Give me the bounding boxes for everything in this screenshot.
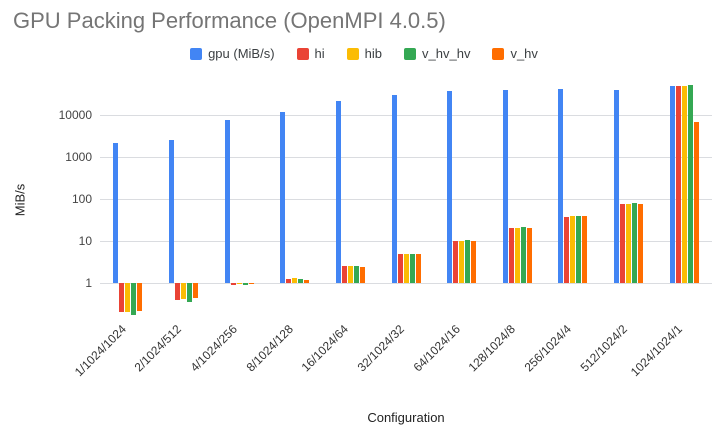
bar-hi-64/1024/16 — [453, 241, 459, 283]
bar-gpu (MiB/s)-8/1024/128 — [280, 111, 286, 283]
bar-gpu (MiB/s)-1/1024/1024 — [113, 143, 119, 283]
gridline — [100, 199, 712, 200]
plot-area — [100, 85, 712, 317]
legend-swatch-icon — [492, 47, 505, 60]
bar-gpu (MiB/s)-256/1024/4 — [558, 88, 564, 283]
gridline — [100, 115, 712, 116]
bar-hib-256/1024/4 — [570, 215, 576, 283]
legend-label: gpu (MiB/s) — [208, 46, 275, 61]
bar-hi-1/1024/1024 — [119, 283, 125, 313]
bar-gpu (MiB/s)-512/1024/2 — [614, 89, 620, 283]
bar-hib-2/1024/512 — [180, 283, 186, 299]
y-tick-label: 10000 — [58, 108, 92, 122]
bar-v_hv-1024/1024/1 — [693, 121, 699, 283]
legend-item-hi: hi — [296, 46, 325, 61]
bar-hib-4/1024/256 — [236, 283, 242, 284]
y-axis-title: MiB/s — [12, 183, 28, 217]
x-tick-label: 512/1024/2 — [577, 322, 630, 375]
bar-v_hv_hv-1/1024/1024 — [131, 283, 137, 316]
bar-gpu (MiB/s)-4/1024/256 — [224, 120, 230, 283]
bar-gpu (MiB/s)-64/1024/16 — [447, 90, 453, 283]
bar-gpu (MiB/s)-128/1024/8 — [502, 89, 508, 283]
bar-v_hv-16/1024/64 — [359, 267, 365, 283]
legend: gpu (MiB/s) hi hib v_hv_hv v_hv — [0, 46, 728, 61]
gridline — [100, 157, 712, 158]
legend-label: v_hv — [510, 46, 538, 61]
gridline — [100, 283, 712, 284]
bar-v_hv-512/1024/2 — [638, 203, 644, 283]
bar-hib-32/1024/32 — [403, 253, 409, 283]
x-tick-label: 2/1024/512 — [132, 322, 185, 375]
bar-v_hv_hv-8/1024/128 — [298, 278, 304, 283]
bar-v_hv-128/1024/8 — [526, 228, 532, 283]
bar-hi-1024/1024/1 — [675, 86, 681, 283]
x-tick-label: 16/1024/64 — [298, 322, 352, 375]
legend-swatch-icon — [190, 47, 203, 60]
gridline — [100, 241, 712, 242]
bar-v_hv-32/1024/32 — [415, 254, 421, 283]
x-tick-label: 64/1024/16 — [410, 322, 463, 375]
bar-hib-8/1024/128 — [292, 278, 298, 283]
bar-hib-16/1024/64 — [347, 265, 353, 283]
legend-label: v_hv_hv — [422, 46, 471, 61]
bar-hi-2/1024/512 — [174, 283, 180, 300]
y-tick-label: 1000 — [65, 150, 92, 164]
bar-gpu (MiB/s)-2/1024/512 — [168, 140, 174, 283]
bar-gpu (MiB/s)-16/1024/64 — [335, 101, 341, 283]
legend-item-gpu (MiB/s): gpu (MiB/s) — [190, 46, 275, 61]
bar-v_hv_hv-512/1024/2 — [632, 203, 638, 283]
bar-v_hv_hv-32/1024/32 — [409, 253, 415, 283]
bar-hib-128/1024/8 — [514, 228, 520, 283]
x-tick-label: 128/1024/8 — [465, 322, 519, 375]
bar-v_hv_hv-64/1024/16 — [465, 240, 471, 283]
bar-gpu (MiB/s)-32/1024/32 — [391, 94, 397, 283]
y-tick-label: 100 — [71, 192, 92, 206]
bar-v_hv-1/1024/1024 — [137, 283, 143, 311]
bar-v_hv_hv-256/1024/4 — [576, 215, 582, 283]
bar-hi-256/1024/4 — [564, 216, 570, 283]
bar-v_hv_hv-4/1024/256 — [242, 283, 248, 285]
bar-v_hv_hv-2/1024/512 — [186, 283, 192, 303]
legend-label: hi — [314, 46, 325, 61]
legend-label: hib — [364, 46, 383, 61]
bar-v_hv_hv-1024/1024/1 — [687, 85, 693, 283]
bar-hib-1/1024/1024 — [125, 283, 131, 313]
x-tick-label: 8/1024/128 — [243, 322, 296, 375]
bar-v_hv-256/1024/4 — [582, 215, 588, 283]
bar-hi-16/1024/64 — [341, 266, 347, 283]
x-tick-label: 4/1024/256 — [187, 322, 241, 375]
bar-hib-1024/1024/1 — [681, 85, 687, 283]
legend-item-hib: hib — [346, 46, 383, 61]
x-tick-label: 1024/1024/1 — [628, 322, 686, 380]
legend-swatch-icon — [404, 47, 417, 60]
bar-hi-4/1024/256 — [230, 283, 236, 285]
x-tick-label: 32/1024/32 — [354, 322, 407, 375]
bar-v_hv_hv-128/1024/8 — [520, 227, 526, 283]
bar-hi-8/1024/128 — [286, 278, 292, 283]
bar-v_hv-4/1024/256 — [248, 283, 254, 284]
x-tick-label: 1/1024/1024 — [71, 322, 129, 380]
bar-hib-512/1024/2 — [626, 203, 632, 283]
legend-swatch-icon — [346, 47, 359, 60]
bar-hi-32/1024/32 — [397, 253, 403, 283]
bar-v_hv_hv-16/1024/64 — [353, 266, 359, 283]
bar-hi-512/1024/2 — [620, 204, 626, 283]
x-tick-label: 256/1024/4 — [521, 322, 574, 375]
bar-v_hv-8/1024/128 — [304, 279, 310, 283]
chart-title: GPU Packing Performance (OpenMPI 4.0.5) — [13, 8, 446, 33]
bar-hib-64/1024/16 — [459, 241, 465, 283]
y-tick-label: 10 — [78, 234, 92, 248]
legend-item-v_hv_hv: v_hv_hv — [404, 46, 470, 61]
bar-gpu (MiB/s)-1024/1024/1 — [669, 86, 675, 283]
bar-v_hv-64/1024/16 — [471, 241, 477, 283]
bar-v_hv-2/1024/512 — [192, 283, 198, 298]
y-tick-label: 1 — [85, 276, 92, 290]
legend-swatch-icon — [296, 47, 309, 60]
legend-item-v_hv: v_hv — [492, 46, 538, 61]
bar-hi-128/1024/8 — [508, 228, 514, 283]
x-axis-title: Configuration — [367, 410, 445, 425]
